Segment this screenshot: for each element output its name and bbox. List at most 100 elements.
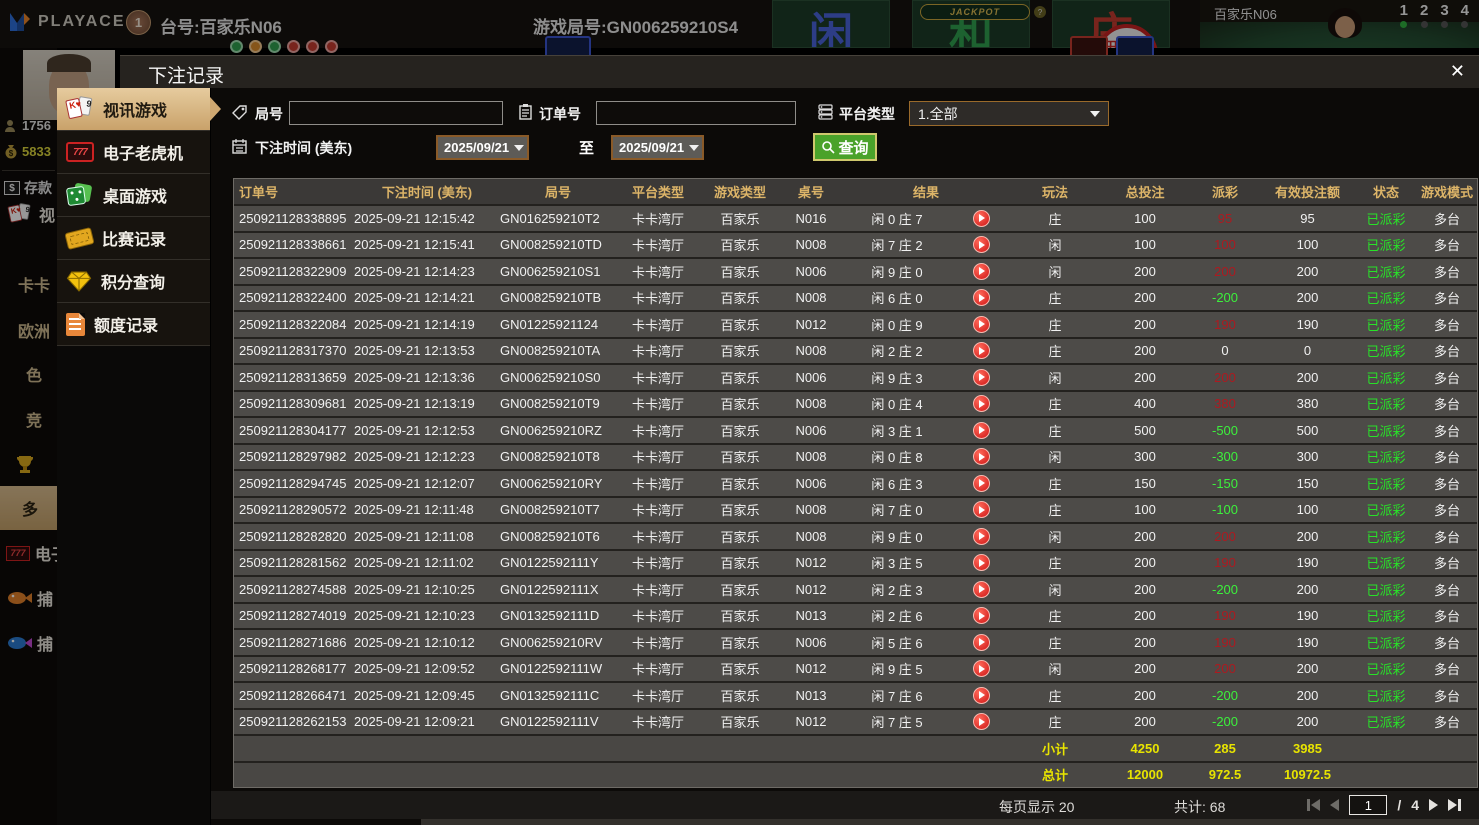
- replay-button[interactable]: [972, 289, 990, 307]
- ticket-icon: [64, 226, 95, 250]
- rail-item-video[interactable]: 9 K♥ 视: [0, 192, 57, 236]
- prev-page-button[interactable]: [1330, 799, 1340, 811]
- replay-button[interactable]: [972, 448, 990, 466]
- table-row[interactable]: 250921128297982 2025-09-21 12:12:23 GN00…: [234, 442, 1477, 469]
- deposit-button[interactable]: $ 存款: [4, 178, 52, 198]
- replay-button[interactable]: [972, 660, 990, 678]
- bet-area-player[interactable]: 闲: [772, 0, 890, 48]
- rail-item-multi[interactable]: 多: [0, 486, 57, 530]
- cell-status: 已派彩: [1366, 556, 1406, 572]
- cell-valid: 200: [1296, 290, 1319, 306]
- date-from-picker[interactable]: 2025/09/21: [436, 135, 529, 160]
- cell-table: N006: [795, 475, 827, 491]
- cell-platform: 卡卡湾厅: [631, 397, 684, 413]
- replay-button[interactable]: [972, 686, 990, 704]
- cell-order: 250921128271686: [239, 634, 347, 650]
- header-bet: 总投注: [1125, 185, 1165, 200]
- table-row[interactable]: 250921128304177 2025-09-21 12:12:53 GN00…: [234, 416, 1477, 443]
- cell-order: 250921128297982: [239, 449, 347, 465]
- close-icon[interactable]: ✕: [1449, 61, 1465, 81]
- cell-mode: 多台: [1433, 529, 1460, 545]
- table-row[interactable]: 250921128274019 2025-09-21 12:10:23 GN01…: [234, 601, 1477, 628]
- replay-button[interactable]: [972, 713, 990, 731]
- table-row[interactable]: 250921128281562 2025-09-21 12:11:02 GN01…: [234, 548, 1477, 575]
- table-row[interactable]: 250921128322909 2025-09-21 12:14:23 GN00…: [234, 257, 1477, 284]
- table-row[interactable]: 250921128274588 2025-09-21 12:10:25 GN01…: [234, 575, 1477, 602]
- date-to-picker[interactable]: 2025/09/21: [611, 135, 704, 160]
- cell-table: N013: [795, 608, 827, 624]
- replay-button[interactable]: [972, 395, 990, 413]
- replay-button[interactable]: [972, 421, 990, 439]
- cell-valid: 200: [1296, 661, 1319, 677]
- jackpot-help-icon[interactable]: ?: [1034, 6, 1046, 18]
- table-row[interactable]: 250921128262153 2025-09-21 12:09:21 GN01…: [234, 707, 1477, 734]
- table-row[interactable]: 250921128282820 2025-09-21 12:11:08 GN00…: [234, 522, 1477, 549]
- replay-button[interactable]: [972, 262, 990, 280]
- replay-button[interactable]: [972, 607, 990, 625]
- replay-button[interactable]: [972, 474, 990, 492]
- sidebar-item-match-records[interactable]: 比赛记录: [57, 217, 210, 260]
- table-row[interactable]: 250921128317370 2025-09-21 12:13:53 GN00…: [234, 336, 1477, 363]
- seat-1[interactable]: 1: [1400, 2, 1408, 28]
- replay-button[interactable]: [972, 315, 990, 333]
- table-row[interactable]: 250921128294745 2025-09-21 12:12:07 GN00…: [234, 469, 1477, 496]
- table-row[interactable]: 250921128313659 2025-09-21 12:13:36 GN00…: [234, 363, 1477, 390]
- table-row[interactable]: 250921128268177 2025-09-21 12:09:52 GN01…: [234, 654, 1477, 681]
- rail-item-dice[interactable]: 色: [26, 368, 43, 385]
- seat-3[interactable]: 3: [1440, 2, 1449, 28]
- replay-button[interactable]: [972, 209, 990, 227]
- rail-item-europe[interactable]: 欧洲: [18, 324, 51, 341]
- sidebar-item-table-games[interactable]: 桌面游戏: [57, 174, 210, 217]
- chip-row: [230, 38, 338, 55]
- replay-button[interactable]: [972, 368, 990, 386]
- rail-item-slots[interactable]: 777 电子: [0, 531, 57, 575]
- table-row[interactable]: 250921128290572 2025-09-21 12:11:48 GN00…: [234, 495, 1477, 522]
- table-row[interactable]: 250921128322400 2025-09-21 12:14:21 GN00…: [234, 283, 1477, 310]
- cell-round: GN006259210RZ: [500, 422, 602, 438]
- round-input[interactable]: [289, 101, 503, 125]
- table-row[interactable]: 250921128266471 2025-09-21 12:09:45 GN01…: [234, 681, 1477, 708]
- sidebar-item-video-games[interactable]: 9 K♥ 视讯游戏: [57, 88, 221, 131]
- replay-button[interactable]: [972, 580, 990, 598]
- rail-item-fishing-2[interactable]: 捕: [0, 621, 57, 665]
- table-row[interactable]: 250921128322084 2025-09-21 12:14:19 GN01…: [234, 310, 1477, 337]
- order-input[interactable]: [596, 101, 796, 125]
- table-row[interactable]: 250921128271686 2025-09-21 12:10:12 GN00…: [234, 628, 1477, 655]
- sidebar-item-slots[interactable]: 777 电子老虎机: [57, 131, 210, 174]
- sidebar-item-points-query[interactable]: 积分查询: [57, 260, 210, 303]
- fish-orange-icon: [8, 592, 32, 604]
- rail-item-sport[interactable]: 竞: [26, 413, 43, 430]
- cell-mode: 多台: [1433, 238, 1460, 254]
- next-page-button[interactable]: [1429, 799, 1438, 811]
- cell-bet: 150: [1134, 475, 1156, 491]
- last-page-button[interactable]: [1448, 799, 1461, 811]
- replay-button[interactable]: [972, 554, 990, 572]
- cell-round: GN008259210TB: [500, 290, 602, 306]
- replay-button[interactable]: [972, 633, 990, 651]
- page-input[interactable]: [1349, 795, 1388, 815]
- cell-bet: 200: [1134, 343, 1156, 359]
- replay-button[interactable]: [972, 342, 990, 360]
- sidebar-item-quota-records[interactable]: 额度记录: [57, 303, 210, 346]
- replay-button[interactable]: [972, 527, 990, 545]
- cell-result: 闲 2 庄 2: [871, 344, 923, 360]
- table-row[interactable]: 250921128338895 2025-09-21 12:15:42 GN01…: [234, 204, 1477, 231]
- cell-result: 闲 0 庄 9: [871, 317, 923, 333]
- cell-order: 250921128294745: [239, 475, 347, 491]
- table-row[interactable]: 250921128309681 2025-09-21 12:13:19 GN00…: [234, 389, 1477, 416]
- query-button[interactable]: 查询: [813, 133, 877, 161]
- seat-4[interactable]: 4: [1461, 2, 1469, 28]
- rail-item-trophy[interactable]: [0, 442, 57, 486]
- first-page-button[interactable]: [1307, 799, 1321, 811]
- replay-button[interactable]: [972, 236, 990, 254]
- seat-2[interactable]: 2: [1420, 2, 1428, 28]
- rail-item-fishing-1[interactable]: 捕: [0, 576, 57, 620]
- table-row[interactable]: 250921128338661 2025-09-21 12:15:41 GN00…: [234, 230, 1477, 257]
- cell-play: 闲: [1048, 662, 1062, 678]
- replay-button[interactable]: [972, 501, 990, 519]
- cell-result: 闲 0 庄 7: [871, 211, 923, 227]
- platform-select[interactable]: 1.全部: [909, 101, 1109, 126]
- cell-bet: 100: [1134, 237, 1156, 253]
- rail-item-kaka[interactable]: 卡卡: [18, 278, 51, 295]
- cell-time: 2025-09-21 12:13:53: [354, 343, 475, 359]
